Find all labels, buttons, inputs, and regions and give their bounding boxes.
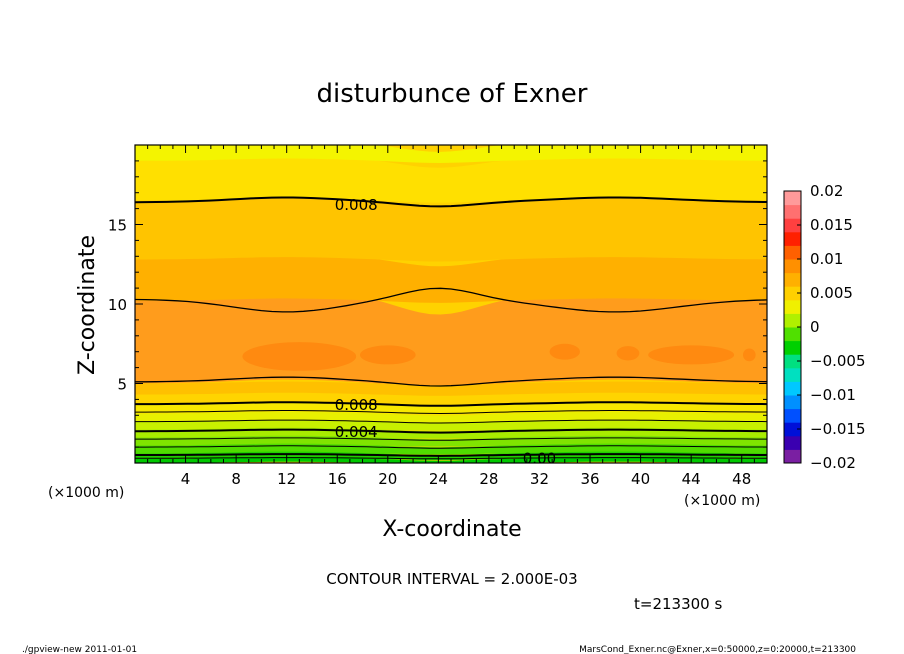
field-band	[135, 145, 767, 163]
contour-line	[135, 196, 767, 208]
x-tick-label: 24	[429, 470, 448, 488]
colorbar-tick-label: −0.01	[810, 386, 856, 404]
colorbar-tick-label: 0.02	[810, 182, 843, 200]
colorbar-swatch	[784, 422, 801, 437]
y-axis-label: Z-coordinate	[75, 235, 100, 375]
low-band	[135, 457, 767, 463]
time-text: t=213300 s	[634, 595, 722, 613]
colorbar-swatch	[784, 231, 801, 246]
colorbar-tick-label: −0.02	[810, 454, 856, 472]
max-blob	[242, 342, 357, 371]
colorbar-swatch	[784, 191, 801, 206]
contour-label: 0.008	[335, 196, 378, 214]
colorbar-swatch	[784, 408, 801, 423]
contour-line	[135, 376, 767, 387]
max-blob	[742, 348, 756, 362]
colorbar-swatch	[784, 218, 801, 233]
y-tick-label: 10	[108, 296, 127, 314]
low-band	[135, 402, 767, 415]
colorbar-swatch	[784, 381, 801, 396]
footer-right: MarsCond_Exner.nc@Exner,x=0:50000,z=0:20…	[579, 645, 856, 654]
contour-line	[135, 437, 767, 441]
colorbar-tick-label: 0.015	[810, 216, 853, 234]
x-tick-label: 12	[277, 470, 296, 488]
colorbar-swatch	[784, 449, 801, 464]
x-tick-label: 28	[479, 470, 498, 488]
contour-line	[135, 401, 767, 407]
contour-line	[135, 287, 767, 313]
chart-title: disturbunce of Exner	[317, 79, 588, 109]
contour-line	[135, 419, 767, 424]
x-tick-label: 36	[580, 470, 599, 488]
max-blob	[359, 345, 416, 365]
max-blob	[616, 346, 640, 361]
contour-interval-text: CONTOUR INTERVAL = 2.000E-03	[326, 570, 577, 588]
field-band	[135, 192, 767, 262]
contour-label: 0.008	[335, 396, 378, 414]
x-tick-label: 8	[231, 470, 241, 488]
contour-line	[135, 457, 767, 460]
x-tick-label: 32	[530, 470, 549, 488]
colorbar-swatch	[784, 435, 801, 450]
x-tick-label: 16	[328, 470, 347, 488]
colorbar-swatch	[784, 245, 801, 260]
low-band	[135, 381, 767, 396]
colorbar-swatch	[784, 395, 801, 410]
colorbar-swatch	[784, 272, 801, 287]
contour-line	[135, 453, 767, 457]
colorbar-swatch	[784, 259, 801, 274]
field-band	[135, 251, 767, 303]
plot-area	[135, 145, 767, 463]
y-tick-label: 15	[108, 217, 127, 235]
colorbar-tick-label: −0.015	[810, 420, 866, 438]
colorbar-swatch	[784, 313, 801, 328]
colorbar-swatch	[784, 286, 801, 301]
x-tick-label: 40	[631, 470, 650, 488]
x-tick-label: 20	[378, 470, 397, 488]
y-axis: 5 10 15	[108, 160, 767, 448]
x-tick-label: 48	[732, 470, 751, 488]
x-axis-label: X-coordinate	[382, 517, 521, 542]
colorbar-swatch	[784, 327, 801, 342]
max-blob	[648, 345, 735, 365]
contour-line	[135, 410, 767, 415]
y-tick-label: 5	[117, 376, 127, 394]
colorbar-swatch	[784, 204, 801, 219]
colorbar-tick-label: 0.005	[810, 284, 853, 302]
footer-left: ./gpview-new 2011-01-01	[22, 645, 137, 654]
colorbar: 0.02 0.015 0.01 0.005 0 −0.005 −0.01 −0.015 −0.0…	[783, 182, 866, 472]
colorbar-swatch	[784, 299, 801, 314]
contour-label: 0.004	[335, 423, 378, 441]
colorbar-tick-label: −0.005	[810, 352, 866, 370]
contour-line	[135, 445, 767, 449]
colorbar-swatch	[784, 367, 801, 382]
colorbar-tick-label: 0	[810, 318, 820, 336]
max-blobs	[242, 342, 756, 371]
colorbar-tick-label: 0.01	[810, 250, 843, 268]
x-tick-label: 4	[181, 470, 191, 488]
contour-lines	[135, 196, 767, 460]
colorbar-swatch	[784, 354, 801, 369]
contour-line	[135, 428, 767, 434]
x-tick-label: 44	[682, 470, 701, 488]
x-unit-left: (×1000 m)	[48, 485, 124, 501]
max-blob	[549, 343, 580, 360]
field-band	[135, 153, 767, 203]
x-axis: 4 8 12 16 20 24 28 32 36 40 44 48	[147, 145, 755, 488]
x-unit-right: (×1000 m)	[684, 493, 760, 509]
colorbar-swatch	[784, 340, 801, 355]
